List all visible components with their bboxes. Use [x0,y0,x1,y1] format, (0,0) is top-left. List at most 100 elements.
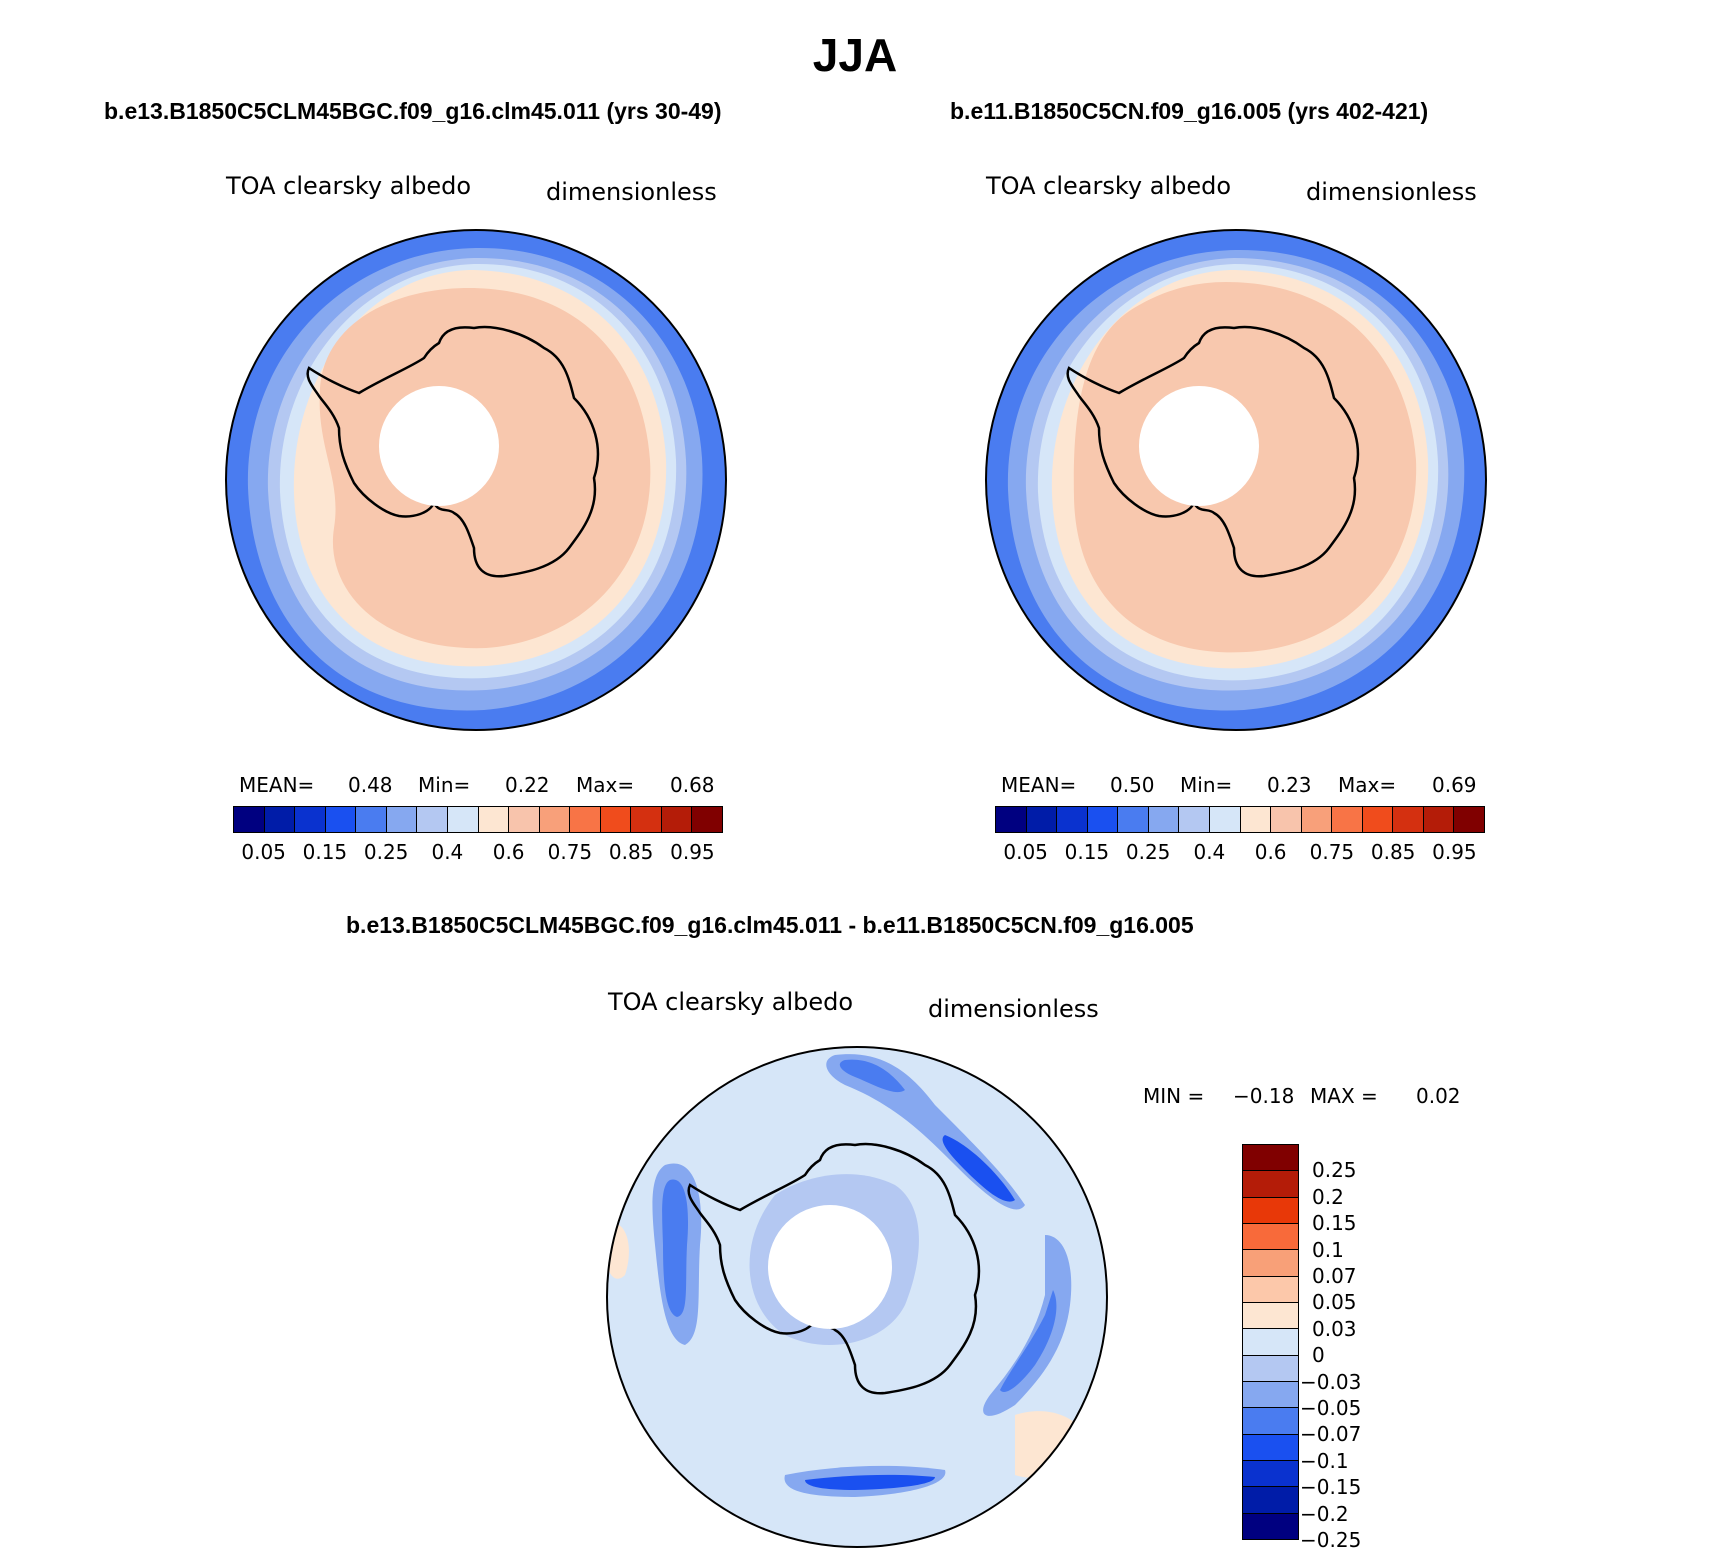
panel1-colorbar-swatch [509,807,540,832]
diff-colorbar-swatch [1243,1408,1298,1435]
panel1-colorbar-swatch [692,807,722,832]
diff-colorbar-tick-label: −0.25 [1300,1528,1362,1552]
diff-colorbar-tick-label: 0.1 [1312,1237,1344,1262]
panel1-colorbar-swatch [661,807,693,832]
diff-colorbar-swatch [1243,1513,1298,1539]
diff-colorbar [1242,1144,1299,1540]
panel2-colorbar-swatch [1179,807,1210,832]
diff-colorbar-swatch [1243,1460,1298,1488]
panel2-polar-map [985,229,1487,731]
diff-colorbar-tick-label: 0.03 [1312,1316,1357,1341]
diff-colorbar-swatch [1243,1355,1298,1382]
panel2-colorbar-swatch [1332,807,1363,832]
panel1-colorbar-swatch [325,807,357,832]
panel2-colorbar-tick-label: 0.6 [1254,840,1287,864]
panel1-colorbar-tick-label: 0.4 [431,840,464,864]
diff-colorbar-tick-label: 0 [1312,1343,1325,1368]
diff-colorbar-swatch [1243,1171,1298,1198]
figure-title: JJA [812,29,898,81]
panel2-colorbar-swatch [1301,807,1333,832]
panel2-colorbar-tick-label: 0.75 [1309,840,1355,864]
panel1-max-value: 0.68 [670,773,715,797]
diff-colorbar-tick-label: 0.07 [1312,1264,1357,1288]
panel2-min-label: Min= [1180,773,1233,797]
diff-colorbar-swatch [1243,1276,1298,1303]
panel1-colorbar-swatch [295,807,326,832]
panel1-colorbar-swatch [447,807,479,832]
panel2-colorbar-swatch [1271,807,1302,832]
panel2-colorbar-swatch [1057,807,1088,832]
diff-negative-core-northeast-2 [942,1135,1015,1202]
diff-negative-core-east [1000,1290,1057,1393]
panel2-colorbar-tick-label: 0.15 [1064,840,1110,864]
panel1-min-value: 0.22 [505,773,550,797]
panel1-colorbar-swatch [356,807,387,832]
panel2-polar-hole [1139,386,1259,506]
panel1-case-title: b.e13.B1850C5CLM45BGC.f09_g16.clm45.011 … [104,98,722,124]
diff-colorbar-swatch [1243,1250,1298,1277]
panel1-colorbar-tick-label: 0.25 [363,840,409,864]
diff-colorbar-tick-label: −0.15 [1300,1475,1362,1500]
panel2-antarctica-coast [1066,325,1360,578]
panel1-colorbar-swatch [539,807,571,832]
panel1-colorbar [233,806,723,833]
panel1-min-label: Min= [418,773,471,797]
diff-colorbar-tick-label: −0.05 [1300,1396,1362,1420]
panel1-colorbar-swatch [600,807,632,832]
diff-colorbar-tick-label: −0.1 [1300,1448,1349,1473]
panel2-colorbar-swatch [1362,807,1394,832]
panel2-colorbar-swatch [1118,807,1149,832]
panel1-antarctica-coast [306,325,600,578]
diff-negative-core-west [662,1179,689,1317]
panel2-colorbar-swatch [1240,807,1272,832]
panel1-colorbar-tick-label: 0.95 [670,840,715,864]
panel1-mean-label: MEAN= [239,773,315,797]
panel1-polar-hole [379,386,499,506]
panel1-mean-value: 0.48 [348,773,393,797]
panel2-colorbar-tick-label: 0.05 [1003,840,1048,864]
panel2-colorbar-tick-label: 0.25 [1125,840,1171,864]
panel2-colorbar-swatch [1148,807,1180,832]
diff-colorbar-tick-label: 0.05 [1312,1290,1357,1315]
panel2-colorbar-swatch [1087,807,1119,832]
diff-units-label: dimensionless [928,995,1099,1023]
diff-max-value: 0.02 [1416,1084,1461,1108]
panel1-colorbar-swatch [631,807,662,832]
panel2-colorbar-swatch [1393,807,1424,832]
diff-colorbar-tick-label: 0.15 [1312,1211,1357,1236]
panel1-colorbar-tick-label: 0.85 [608,840,654,864]
panel1-units-label: dimensionless [546,178,717,206]
panel2-map-boundary [985,229,1487,731]
panel1-max-label: Max= [576,773,635,797]
panel2-colorbar-tick-label: 0.85 [1370,840,1416,864]
panel1-colorbar-tick-label: 0.6 [492,840,525,864]
panel1-map-boundary [225,229,727,731]
diff-colorbar-swatch [1243,1197,1298,1224]
diff-colorbar-tick-label: −0.03 [1300,1369,1362,1394]
diff-negative-core-south [805,1474,935,1490]
diff-min-value: −0.18 [1233,1084,1295,1108]
panel2-min-value: 0.23 [1267,773,1312,797]
panel2-variable-label: TOA clearsky albedo [986,172,1232,200]
panel1-colorbar-tick-label: 0.15 [302,840,348,864]
panel2-colorbar-swatch [996,807,1027,832]
panel2-colorbar-swatch [1209,807,1241,832]
panel2-units-label: dimensionless [1306,178,1477,206]
diff-colorbar-tick-label: 0.25 [1312,1158,1357,1183]
panel2-colorbar-swatch [1423,807,1455,832]
diff-min-label: MIN = [1143,1084,1205,1108]
panel2-case-title: b.e11.B1850C5CN.f09_g16.005 (yrs 402-421… [950,98,1429,124]
diff-colorbar-swatch [1243,1145,1298,1172]
diff-max-label: MAX = [1310,1084,1378,1108]
diff-colorbar-tick-label: −0.2 [1300,1501,1349,1526]
panel2-colorbar-tick-label: 0.4 [1193,840,1226,864]
diff-colorbar-tick-label: −0.07 [1300,1422,1362,1447]
panel2-colorbar-swatch [1454,807,1484,832]
diff-colorbar-swatch [1243,1223,1298,1251]
panel2-mean-value: 0.50 [1110,773,1155,797]
panel1-colorbar-swatch [570,807,601,832]
panel1-polar-map [225,229,727,731]
diff-colorbar-swatch [1243,1434,1298,1461]
panel2-mean-label: MEAN= [1001,773,1077,797]
diff-colorbar-swatch [1243,1381,1298,1409]
